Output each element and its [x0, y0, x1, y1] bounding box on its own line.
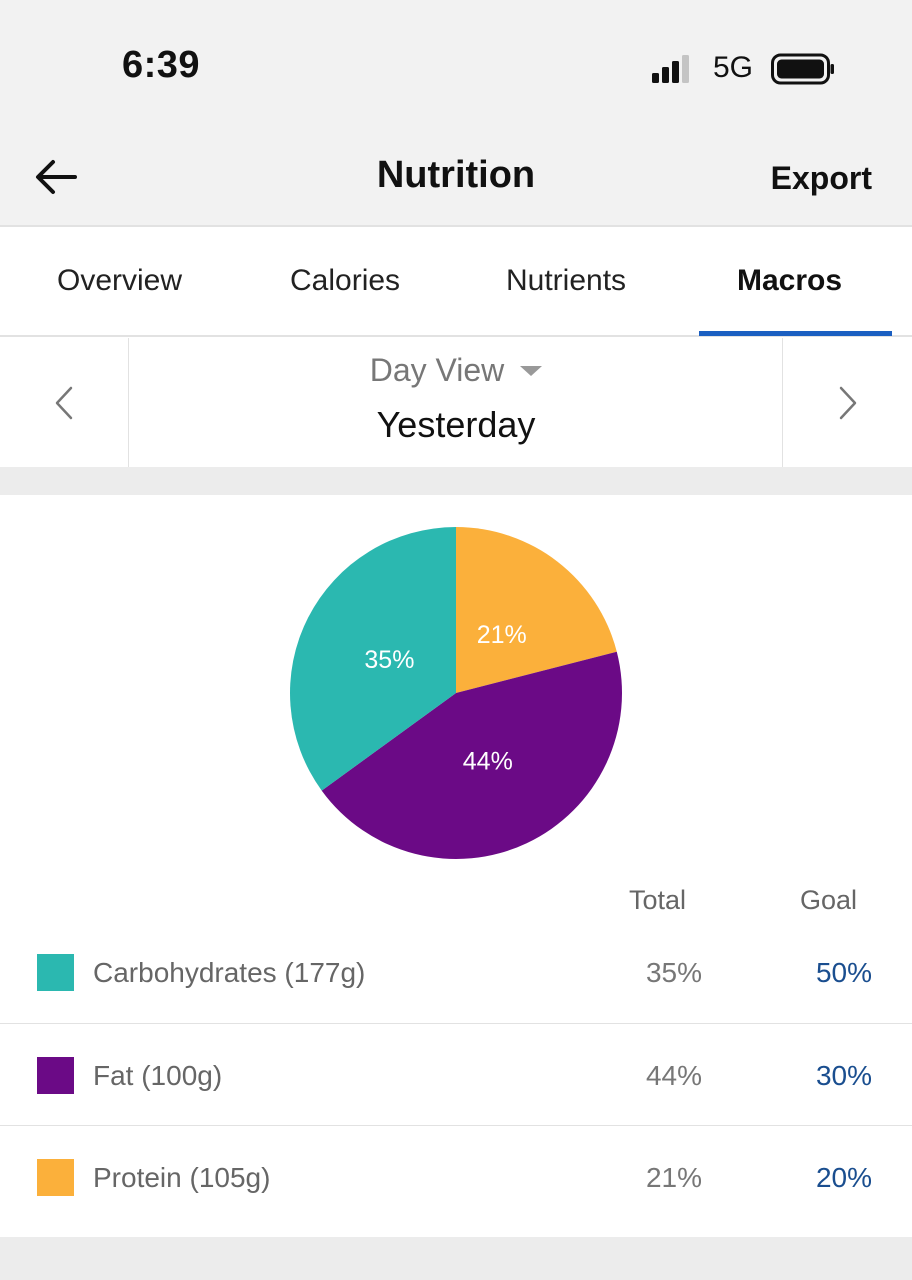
cellular-signal-icon	[652, 55, 689, 83]
pie-label-carbohydrates: 35%	[364, 646, 414, 674]
view-mode-label: Day View	[369, 352, 505, 388]
macros-chart: 21% 44% 35%	[0, 495, 912, 875]
tab-bar: Overview Calories Nutrients Macros	[0, 228, 912, 337]
macro-total: 35%	[645, 957, 702, 988]
macro-goal: 50%	[815, 957, 872, 988]
carbs-color-swatch	[37, 954, 74, 991]
pie-label-protein: 21%	[477, 621, 527, 649]
bottom-divider	[0, 1237, 912, 1280]
protein-color-swatch	[37, 1159, 74, 1196]
page-title: Nutrition	[376, 154, 536, 196]
tab-nutrients[interactable]: Nutrients	[506, 264, 627, 297]
chevron-left-icon	[55, 386, 73, 419]
pie-slice-protein	[456, 527, 617, 693]
export-button[interactable]: Export	[770, 160, 872, 196]
macro-name: Carbohydrates (177g)	[93, 957, 366, 988]
goal-column-header: Goal	[800, 885, 858, 915]
macro-goal: 30%	[815, 1060, 872, 1091]
pie-slice-carbohydrates	[290, 527, 456, 791]
caret-down-icon	[520, 365, 543, 376]
previous-day-button[interactable]	[0, 338, 129, 467]
tab-overview[interactable]: Overview	[57, 264, 183, 297]
nav-bar: Nutrition Export	[0, 130, 912, 227]
network-type: 5G	[713, 51, 754, 84]
macro-goal: 20%	[815, 1162, 872, 1193]
macros-pie-chart: 21% 44% 35%	[290, 527, 622, 859]
macro-row-protein[interactable]: Protein (105g) 21% 20%	[0, 1126, 912, 1228]
total-column-header: Total	[629, 885, 687, 915]
next-day-button[interactable]	[782, 338, 912, 467]
back-button[interactable]	[30, 154, 82, 200]
view-mode-select[interactable]: Day View	[0, 352, 912, 389]
active-tab-indicator	[699, 331, 892, 336]
status-time: 6:39	[122, 44, 201, 86]
pie-label-fat: 44%	[463, 748, 513, 776]
tab-calories[interactable]: Calories	[290, 264, 401, 297]
date-navigator: Day View Yesterday	[0, 338, 912, 467]
battery-icon	[771, 53, 834, 85]
macro-name: Fat (100g)	[93, 1060, 223, 1091]
date-label: Yesterday	[376, 404, 536, 445]
status-bar: 6:39 5G	[0, 0, 912, 130]
macro-name: Protein (105g)	[93, 1162, 271, 1193]
macro-row-carbohydrates[interactable]: Carbohydrates (177g) 35% 50%	[0, 922, 912, 1024]
chevron-right-icon	[839, 386, 856, 419]
macro-total: 44%	[645, 1060, 702, 1091]
macro-row-fat[interactable]: Fat (100g) 44% 30%	[0, 1024, 912, 1126]
section-divider	[0, 467, 912, 495]
fat-color-swatch	[37, 1057, 74, 1094]
macro-total: 21%	[645, 1162, 702, 1193]
tab-macros[interactable]: Macros	[737, 264, 843, 297]
pie-slice-fat	[321, 651, 622, 859]
arrow-left-icon	[36, 160, 77, 194]
